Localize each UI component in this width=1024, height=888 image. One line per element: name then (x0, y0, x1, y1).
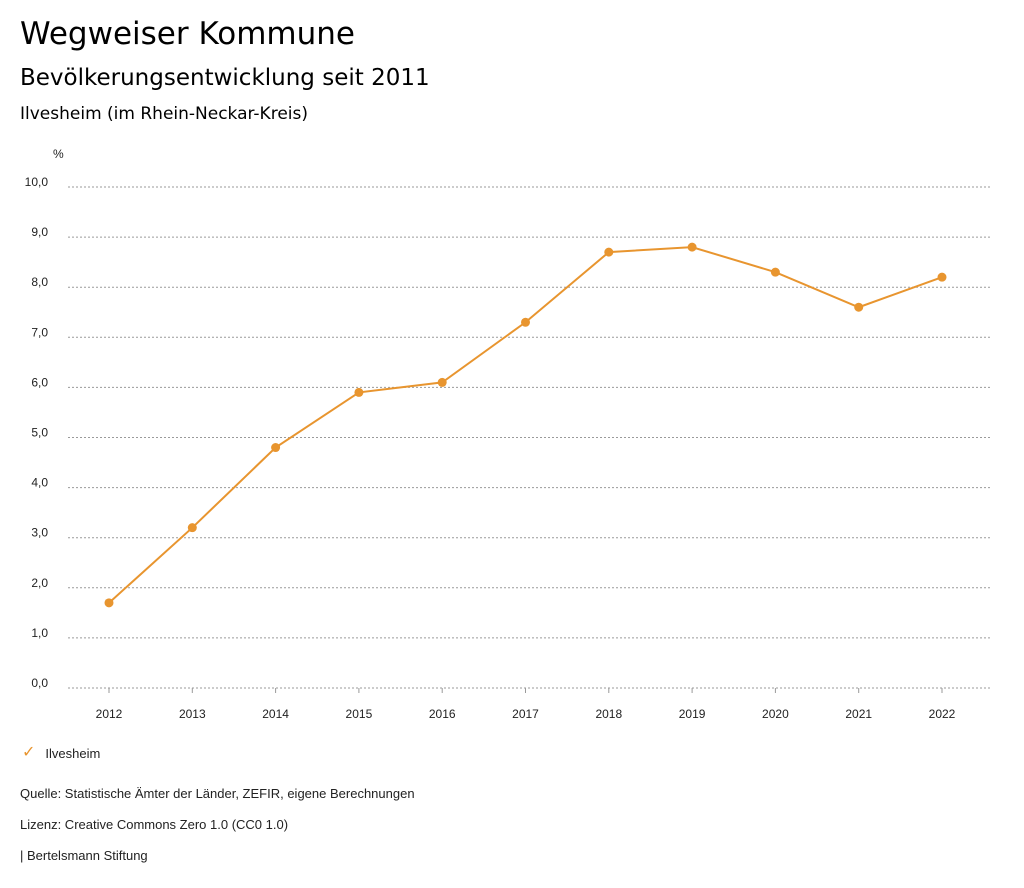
y-tick-label: 7,0 (31, 325, 48, 339)
legend-item-ilvesheim[interactable]: ✓ Ilvesheim (22, 745, 100, 761)
y-tick-label: 1,0 (31, 626, 48, 640)
y-axis-ticks: 0,0 1,0 2,0 3,0 4,0 5,0 6,0 7,0 8,0 9,0 10,0 (25, 175, 49, 690)
y-tick-label: 8,0 (31, 275, 48, 289)
series-line (108, 246, 943, 604)
y-tick-label: 4,0 (31, 476, 48, 490)
x-tick-label: 2022 (929, 707, 956, 721)
chart-title: Wegweiser Kommune (20, 16, 355, 52)
y-tick-label: 9,0 (31, 225, 48, 239)
x-tick-label: 2018 (595, 707, 622, 721)
data-point[interactable] (271, 443, 281, 453)
data-point[interactable] (770, 267, 780, 277)
grid-lines (68, 186, 990, 689)
line-chart: % 0,0 1,0 2,0 3,0 4,0 5,0 6,0 7,0 8,0 9,0 10,0 201… (25, 147, 990, 721)
x-tick-label: 2016 (429, 707, 456, 721)
data-point[interactable] (687, 242, 697, 252)
data-point[interactable] (937, 272, 947, 282)
source-note: Quelle: Statistische Ämter der Länder, Z… (20, 786, 415, 801)
legend-label: Ilvesheim (45, 745, 101, 761)
y-tick-label: 0,0 (31, 676, 48, 690)
license-note: Lizenz: Creative Commons Zero 1.0 (CC0 1… (20, 817, 289, 832)
data-point[interactable] (604, 247, 614, 257)
x-tick-label: 2020 (762, 707, 789, 721)
chart-subtitle: Bevölkerungsentwicklung seit 2011 (20, 65, 430, 91)
x-axis-ticks: 2012 2013 2014 2015 2016 2017 2018 2019 2020 2021… (96, 688, 956, 721)
y-axis-unit-label: % (53, 147, 64, 161)
check-icon: ✓ (22, 744, 36, 761)
x-tick-label: 2021 (845, 707, 872, 721)
x-tick-label: 2013 (179, 707, 206, 721)
data-point[interactable] (354, 387, 364, 397)
x-tick-label: 2017 (512, 707, 539, 721)
y-tick-label: 3,0 (31, 526, 48, 540)
x-tick-label: 2014 (262, 707, 289, 721)
data-point[interactable] (854, 302, 864, 312)
data-point[interactable] (104, 598, 114, 608)
series-layer (104, 242, 947, 608)
publisher-note: | Bertelsmann Stiftung (20, 848, 148, 863)
x-tick-label: 2015 (346, 707, 373, 721)
y-tick-label: 10,0 (25, 175, 49, 189)
y-tick-label: 6,0 (31, 375, 48, 389)
x-tick-label: 2012 (96, 707, 123, 721)
data-point[interactable] (437, 377, 447, 387)
region-label: Ilvesheim (im Rhein-Neckar-Kreis) (20, 104, 308, 124)
y-tick-label: 2,0 (31, 576, 48, 590)
data-point[interactable] (521, 317, 530, 327)
x-tick-label: 2019 (679, 707, 706, 721)
data-point[interactable] (187, 523, 197, 533)
y-tick-label: 5,0 (31, 426, 48, 440)
